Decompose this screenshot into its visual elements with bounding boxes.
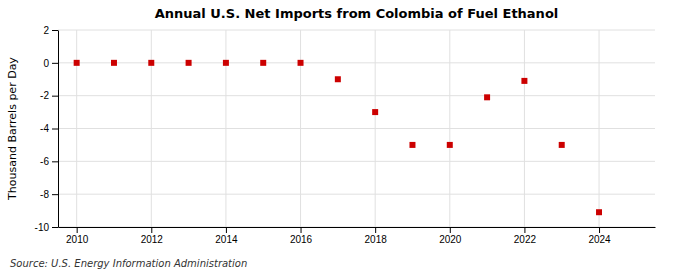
x-axis: 2010 2012 2014 2016 2018 2020 2022 2024 [59, 227, 656, 245]
tick-label: 2016 [290, 234, 313, 245]
title: Annual U.S. Net Imports from Colombia of… [155, 6, 559, 21]
grid-line-x [225, 30, 226, 227]
grid-line-y [58, 161, 655, 162]
tick-label: 2010 [66, 234, 89, 245]
tick: -4 [40, 123, 58, 134]
tick-label: -10 [35, 222, 50, 233]
tick: -2 [40, 90, 58, 101]
grid-line-x [599, 30, 600, 227]
tick-mark [151, 227, 152, 233]
tick: -6 [40, 156, 58, 167]
point [74, 60, 80, 66]
tick-mark [52, 129, 58, 130]
grid-line-y [58, 128, 655, 129]
tick-label: 2022 [514, 234, 537, 245]
tick-label: 2012 [141, 234, 164, 245]
point [111, 60, 117, 66]
tick-mark [226, 227, 227, 233]
tick: 2018 [365, 227, 388, 245]
point [484, 94, 490, 100]
tick-mark [52, 194, 58, 195]
point [335, 76, 341, 82]
point [409, 142, 415, 148]
tick-mark [52, 63, 58, 64]
grid-line-y [58, 30, 655, 31]
tick: 0 [43, 58, 58, 69]
tick: 2010 [66, 227, 89, 245]
tick-mark [52, 161, 58, 162]
point [521, 78, 527, 84]
point [596, 209, 602, 215]
tick-label: 0 [43, 58, 49, 69]
chart: 20102012201420162018202020222024-10-8-6-… [0, 0, 675, 275]
tick: 2012 [141, 227, 164, 245]
tick-label: -8 [40, 189, 49, 200]
y-axis-title: Thousand Barrels per Day [6, 57, 19, 201]
grid-line-x [76, 30, 77, 227]
plot: 20102012201420162018202020222024-10-8-6-… [35, 25, 656, 245]
tick-mark [301, 227, 302, 233]
grid-line-x [449, 30, 450, 227]
grid-line-y [58, 194, 655, 195]
tick-mark [52, 96, 58, 97]
point [372, 109, 378, 115]
tick: 2014 [215, 227, 238, 245]
tick-label: -6 [40, 156, 49, 167]
tick: -10 [35, 222, 58, 233]
tick: 2 [43, 25, 58, 36]
grid-line-x [151, 30, 152, 227]
grid-line-x [524, 30, 525, 227]
tick-mark [52, 227, 58, 228]
axis-line [58, 31, 59, 228]
tick: 2024 [588, 227, 611, 245]
point [148, 60, 154, 66]
point [186, 60, 192, 66]
tick-mark [77, 227, 78, 233]
tick: 2020 [439, 227, 462, 245]
point [260, 60, 266, 66]
point [447, 142, 453, 148]
source: Source: U.S. Energy Information Administ… [10, 258, 247, 269]
tick: 2022 [514, 227, 537, 245]
grid-line-y [58, 62, 655, 63]
grid-line-y [58, 95, 655, 96]
point [223, 60, 229, 66]
tick: -8 [40, 189, 58, 200]
tick-mark [450, 227, 451, 233]
tick-label: -2 [40, 90, 49, 101]
tick-label: -4 [40, 123, 49, 134]
point [559, 142, 565, 148]
tick-label: 2020 [439, 234, 462, 245]
tick-label: 2024 [588, 234, 611, 245]
tick-label: 2 [43, 25, 49, 36]
tick-label: 2018 [365, 234, 388, 245]
tick-mark [375, 227, 376, 233]
tick-mark [524, 227, 525, 233]
tick-mark [52, 30, 58, 31]
axis-line [59, 227, 656, 228]
tick-label: 2014 [215, 234, 238, 245]
y-axis: -10 -8 -6 -4 -2 0 2 [35, 25, 59, 233]
point [298, 60, 304, 66]
tick: 2016 [290, 227, 313, 245]
grid-line-y [58, 227, 655, 228]
grid-line-x [375, 30, 376, 227]
grid-line-x [300, 30, 301, 227]
points [74, 60, 602, 215]
grid [58, 30, 655, 227]
tick-mark [599, 227, 600, 233]
